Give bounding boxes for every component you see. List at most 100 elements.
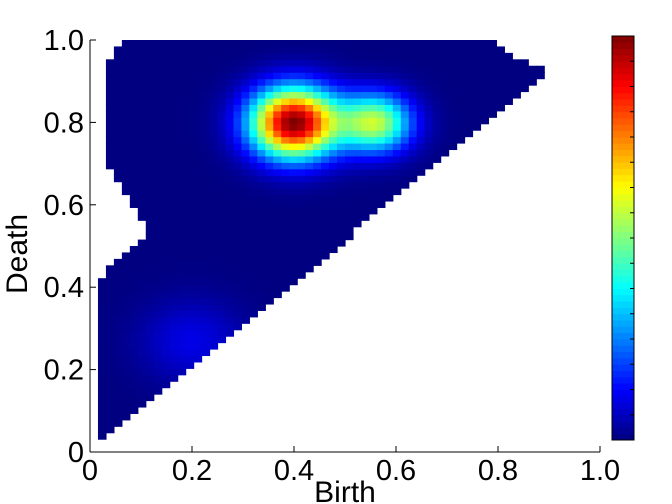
heatmap-cell — [329, 117, 338, 125]
heatmap-cell — [177, 78, 187, 86]
heatmap-cell — [273, 59, 282, 67]
heatmap-cell — [177, 52, 187, 60]
heatmap-cell — [456, 72, 466, 80]
heatmap-cell — [432, 130, 442, 138]
heatmap-cell — [289, 220, 298, 228]
heatmap-cell — [352, 46, 362, 54]
heatmap-cell — [297, 59, 306, 67]
heatmap-cell — [416, 97, 426, 105]
heatmap-cell — [177, 284, 187, 292]
heatmap-cell — [153, 239, 163, 247]
heatmap-cell — [161, 291, 171, 299]
heatmap-cell — [145, 149, 155, 157]
colorbar-segment — [612, 168, 634, 176]
heatmap-cell — [153, 155, 163, 163]
heatmap-cell — [233, 291, 243, 299]
heatmap-cell — [321, 59, 330, 67]
heatmap-cell — [360, 213, 370, 221]
heatmap-cell — [193, 175, 203, 183]
heatmap-cell — [169, 265, 179, 273]
heatmap-cell — [185, 213, 195, 221]
heatmap-cell — [161, 310, 171, 318]
heatmap-cell — [105, 310, 115, 318]
heatmap-cell — [193, 155, 203, 163]
heatmap-cell — [105, 413, 115, 421]
heatmap-cell — [169, 213, 179, 221]
heatmap-cell — [249, 52, 258, 60]
colorbar-segment — [612, 383, 634, 390]
heatmap-cell — [305, 123, 314, 131]
heatmap-cell — [345, 143, 354, 151]
heatmap-cell — [329, 136, 338, 144]
heatmap-cell — [273, 149, 282, 157]
colorbar-segment — [612, 263, 634, 270]
heatmap-cell — [153, 342, 163, 350]
heatmap-cell — [153, 246, 163, 254]
heatmap-cell — [121, 155, 131, 163]
heatmap-cell — [113, 130, 123, 138]
heatmap-cell — [105, 342, 115, 350]
heatmap-cell — [177, 265, 187, 273]
heatmap-cell — [209, 59, 219, 67]
heatmap-cell — [249, 310, 258, 318]
heatmap-cell — [321, 188, 330, 196]
heatmap-cell — [105, 394, 115, 402]
heatmap-cell — [193, 323, 203, 331]
heatmap-cell — [161, 226, 171, 234]
heatmap-cell — [408, 78, 418, 86]
heatmap-cell — [305, 162, 314, 170]
heatmap-cell — [337, 181, 346, 189]
heatmap-cell — [257, 258, 266, 266]
heatmap-cell — [337, 220, 346, 228]
heatmap-cell — [257, 265, 266, 273]
heatmap-cell — [105, 400, 115, 408]
heatmap-cell — [384, 149, 394, 157]
heatmap-cell — [169, 162, 179, 170]
heatmap-cell — [265, 297, 274, 305]
heatmap-cell — [305, 136, 314, 144]
heatmap-cell — [305, 78, 314, 86]
heatmap-cell — [345, 162, 354, 170]
heatmap-cell — [225, 316, 235, 324]
heatmap-cell — [129, 181, 139, 189]
heatmap-cell — [249, 271, 258, 279]
heatmap-cell — [504, 65, 513, 73]
heatmap-cell — [337, 110, 346, 118]
heatmap-cell — [273, 143, 282, 151]
heatmap-cell — [281, 252, 290, 260]
heatmap-cell — [352, 130, 362, 138]
heatmap-cell — [241, 252, 250, 260]
heatmap-cell — [193, 59, 203, 67]
heatmap-cell — [169, 329, 179, 337]
heatmap-cell — [129, 143, 139, 151]
heatmap-cell — [289, 149, 298, 157]
heatmap-cell — [121, 46, 131, 54]
heatmap-cell — [488, 97, 498, 105]
heatmap-cell — [305, 91, 314, 99]
heatmap-cell — [297, 110, 306, 118]
heatmap-cell — [145, 271, 155, 279]
heatmap-cell — [113, 168, 123, 176]
heatmap-cell — [329, 168, 338, 176]
heatmap-cell — [193, 252, 203, 260]
heatmap-cell — [305, 72, 314, 80]
heatmap-cell — [185, 246, 195, 254]
heatmap-cell — [217, 213, 227, 221]
heatmap-cell — [456, 117, 466, 125]
heatmap-cell — [384, 40, 394, 48]
heatmap-cell — [305, 59, 314, 67]
heatmap-cell — [384, 155, 394, 163]
heatmap-cell — [464, 123, 474, 131]
heatmap-cell — [161, 123, 171, 131]
heatmap-cell — [233, 52, 243, 60]
heatmap-cell — [329, 110, 338, 118]
heatmap-cell — [145, 200, 155, 208]
heatmap-cell — [281, 213, 290, 221]
heatmap-cell — [201, 336, 211, 344]
heatmap-cell — [145, 258, 155, 266]
heatmap-cell — [281, 97, 290, 105]
heatmap-cell — [169, 284, 179, 292]
heatmap-cell — [329, 194, 338, 202]
heatmap-cell — [145, 226, 155, 234]
heatmap-cell — [305, 46, 314, 54]
